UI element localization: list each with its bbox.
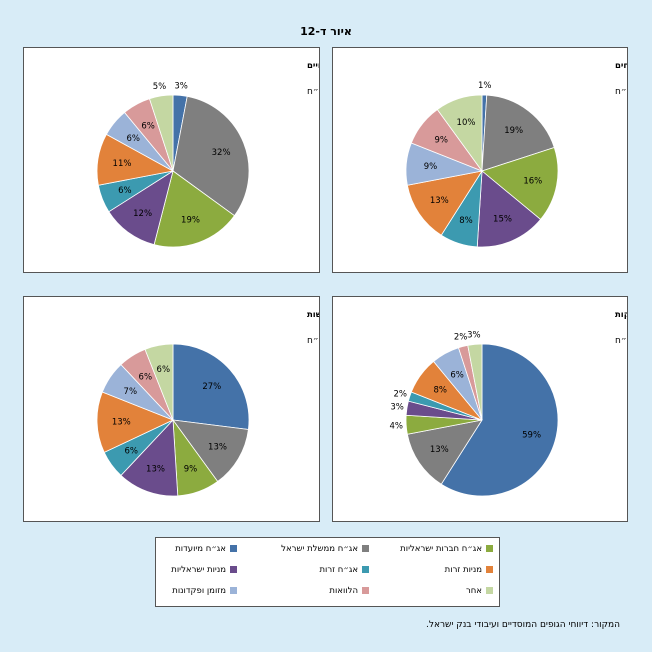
slice-label: 16% xyxy=(523,177,542,187)
legend-swatch xyxy=(230,545,237,552)
pie-slice xyxy=(481,147,559,221)
slice-label: 6% xyxy=(450,371,464,381)
legend-label: אג״ח זרות xyxy=(319,565,358,575)
slice-label: 32% xyxy=(212,148,231,158)
pie-slice xyxy=(436,94,483,173)
slice-label: 13% xyxy=(430,196,449,206)
legend-swatch xyxy=(486,587,493,594)
legend-swatch xyxy=(486,545,493,552)
chart-total-label: 270 מיליון ש״ח xyxy=(615,87,627,97)
pie-slice xyxy=(406,419,483,485)
legend-item: מניות זרות xyxy=(445,565,493,575)
chart-panel-new-pension-funds: קרנות הפנסיה המקיפות החדשות 282 מיליון ש״… xyxy=(23,296,320,522)
slice-label: 13% xyxy=(112,418,131,428)
legend-swatch xyxy=(230,587,237,594)
chart-total-label: 219 מיליון ש״ח xyxy=(307,87,319,97)
legend-item: מזומן ופקדונות xyxy=(172,586,237,596)
chart-legend: אג״ח מיועדות אג״ח ממשלת ישראל אג״ח חברות… xyxy=(155,537,500,607)
chart-title: קרנות הפנסיה הוותיקות xyxy=(615,310,627,320)
chart-title: הפוליסות המשתתפות ברווחים xyxy=(615,61,627,71)
slice-label: 13% xyxy=(430,445,449,455)
pie-slice xyxy=(153,170,236,248)
slice-label: 6% xyxy=(141,122,155,132)
pie-slice xyxy=(467,343,483,421)
legend-label: מניות ישראליות xyxy=(171,565,226,575)
slice-label: 9% xyxy=(434,135,448,145)
pie-slice xyxy=(120,419,179,497)
pie-slice xyxy=(149,94,174,172)
legend-swatch xyxy=(230,566,237,573)
legend-swatch xyxy=(486,566,493,573)
chart-title: קופות הגמל והפיצויים xyxy=(307,61,319,71)
pie-chart: קרנות הפנסיה הוותיקות 395 מיליון ש״ח 59% 13… xyxy=(389,310,627,497)
pie-slice xyxy=(96,391,175,453)
slice-label: 13% xyxy=(208,442,227,452)
slice-label: 6% xyxy=(157,365,171,375)
slice-label: 6% xyxy=(118,186,131,196)
slice-label: 19% xyxy=(181,216,200,226)
legend-swatch xyxy=(362,566,369,573)
legend-item: הלוואות xyxy=(329,586,369,596)
slice-label: 8% xyxy=(433,386,447,396)
pie-chart: קופות הגמל והפיצויים 219 מיליון ש״ח 3% 32% 1… xyxy=(96,61,319,248)
chart-panel-profit-sharing-policies: הפוליסות המשתתפות ברווחים 270 מיליון ש״ח 1… xyxy=(332,47,628,273)
chart-panel-provident-funds: קופות הגמל והפיצויים 219 מיליון ש״ח 3% 32% 1… xyxy=(23,47,320,273)
slice-label: 59% xyxy=(522,430,541,440)
legend-item: אג״ח חברות ישראליות xyxy=(400,544,493,554)
legend-item: מניות ישראליות xyxy=(171,565,237,575)
slice-label: 10% xyxy=(457,118,476,128)
legend-label: מזומן ופקדונות xyxy=(172,586,226,596)
legend-label: הלוואות xyxy=(329,586,358,596)
slice-label: 9% xyxy=(184,465,198,475)
pie-slice xyxy=(172,343,250,430)
legend-label: אג״ח מיועדות xyxy=(175,544,226,554)
source-note: המקור: דיווחי הגופים המוסדיים ועיבודי בנ… xyxy=(425,620,620,630)
chart-total-label: 395 מיליון ש״ח xyxy=(615,336,627,346)
slice-label: 11% xyxy=(113,159,132,169)
legend-label: אג״ח ממשלת ישראל xyxy=(281,544,358,554)
legend-item: אחר xyxy=(466,586,493,596)
figure-title: איור ד-12 xyxy=(300,25,352,38)
legend-label: אג״ח חברות ישראליות xyxy=(400,544,482,554)
slice-label: 3% xyxy=(467,330,481,340)
slice-label: 8% xyxy=(459,216,473,226)
slice-label: 19% xyxy=(504,126,523,136)
slice-label: 7% xyxy=(124,387,138,397)
slice-label: 2% xyxy=(393,389,407,399)
slice-label: 3% xyxy=(390,403,404,413)
slice-label: 12% xyxy=(133,209,152,219)
slice-label: 2% xyxy=(454,333,468,343)
legend-item: אג״ח זרות xyxy=(319,565,369,575)
slice-label: 6% xyxy=(126,134,140,144)
slice-label: 5% xyxy=(153,82,167,92)
legend-swatch xyxy=(362,587,369,594)
pie-slice xyxy=(172,419,249,483)
legend-item: אג״ח ממשלת ישראל xyxy=(281,544,369,554)
slice-label: 3% xyxy=(174,81,188,91)
pie-slice xyxy=(144,343,174,421)
chart-total-label: 282 מיליון ש״ח xyxy=(307,336,319,346)
chart-panel-old-pension-funds: קרנות הפנסיה הוותיקות 395 מיליון ש״ח 59% 13… xyxy=(332,296,628,522)
slice-label: 9% xyxy=(424,162,438,172)
pie-slice xyxy=(406,170,483,236)
slice-label: 15% xyxy=(493,214,512,224)
legend-label: מניות זרות xyxy=(444,565,482,575)
pie-chart: קרנות הפנסיה המקיפות החדשות 282 מיליון ש״… xyxy=(96,310,319,497)
pie-slice xyxy=(476,170,542,248)
pie-slice xyxy=(481,94,555,172)
pie-slice xyxy=(440,343,559,497)
chart-title: קרנות הפנסיה המקיפות החדשות xyxy=(307,310,319,320)
slice-label: 13% xyxy=(146,465,165,475)
slice-label: 27% xyxy=(202,382,221,392)
slice-label: 6% xyxy=(124,446,138,456)
slice-label: 6% xyxy=(139,372,153,382)
legend-item: אג״ח מיועדות xyxy=(175,544,237,554)
slice-label: 4% xyxy=(389,421,403,431)
pie-slice xyxy=(172,95,250,217)
legend-label: אחר xyxy=(465,586,482,596)
pie-chart: הפוליסות המשתתפות ברווחים 270 מיליון ש״ח 1… xyxy=(405,61,627,248)
slice-label: 1% xyxy=(478,81,492,91)
legend-swatch xyxy=(362,545,369,552)
